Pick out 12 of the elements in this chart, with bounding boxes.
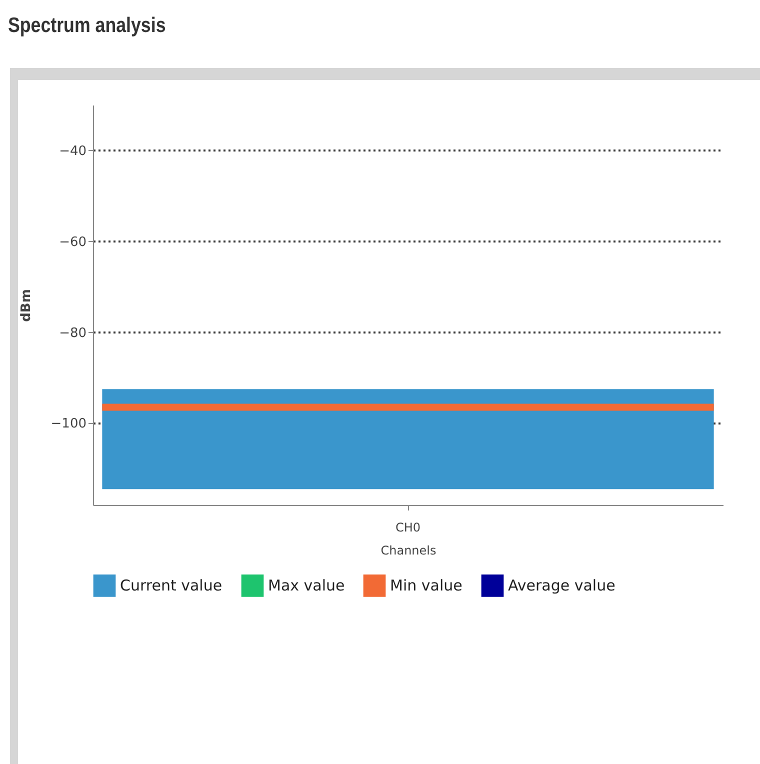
y-tick-label: −80 bbox=[59, 326, 86, 341]
legend-label: Max value bbox=[268, 576, 345, 595]
chart-title: Spectrum analysis bbox=[8, 14, 166, 38]
y-tick-label: −100 bbox=[50, 416, 86, 432]
x-tick-label: CH0 bbox=[395, 520, 421, 534]
legend-label: Min value bbox=[390, 576, 462, 595]
y-tick-label: −40 bbox=[59, 144, 86, 159]
x-axis-title: Channels bbox=[380, 544, 436, 558]
y-tick-label: −60 bbox=[59, 234, 86, 250]
y-axis-title: dBm bbox=[18, 289, 34, 322]
legend-label: Current value bbox=[120, 576, 222, 595]
legend-label: Average value bbox=[508, 576, 616, 595]
